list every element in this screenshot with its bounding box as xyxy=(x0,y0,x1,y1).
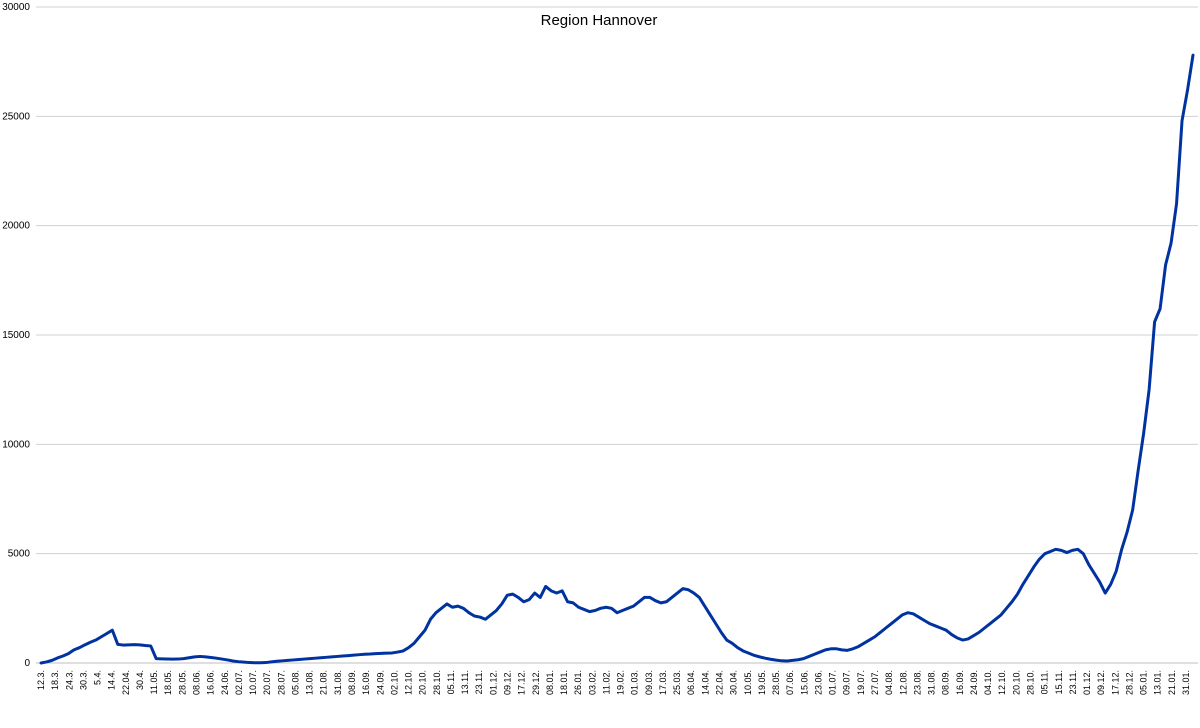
y-tick-label: 15000 xyxy=(2,330,30,341)
x-tick-label: 21.01. xyxy=(1167,670,1177,695)
x-tick-label: 05.11. xyxy=(1040,670,1050,694)
x-tick-label: 22.04. xyxy=(715,670,725,695)
x-tick-label: 17.12. xyxy=(1110,670,1120,695)
x-tick-label: 12.10. xyxy=(997,670,1007,695)
x-tick-label: 17.12. xyxy=(517,670,527,695)
x-tick-label: 03.02. xyxy=(587,670,597,695)
x-tick-label: 17.03. xyxy=(658,670,668,695)
x-tick-label: 09.12. xyxy=(502,670,512,695)
x-tick-label: 28.10. xyxy=(432,670,442,695)
gridlines xyxy=(36,6,1198,555)
x-tick-label: 18.01. xyxy=(559,670,569,695)
x-tick-label: 11.05. xyxy=(149,670,159,694)
x-tick-label: 02.10. xyxy=(389,670,399,695)
x-tick-label: 25.03. xyxy=(672,670,682,695)
x-tick-label: 31.08. xyxy=(927,670,937,695)
x-tick-label: 13.08. xyxy=(305,670,315,695)
x-tick-label: 04.10. xyxy=(983,670,993,695)
x-tick-label: 24.09. xyxy=(375,670,385,695)
x-tick-label: 19.05. xyxy=(757,670,767,695)
x-tick-label: 23.11. xyxy=(474,670,484,694)
x-tick-label: 20.07. xyxy=(262,670,272,695)
x-tick-label: 24.09. xyxy=(969,670,979,695)
x-tick-label: 06.04. xyxy=(686,670,696,695)
x-tick-label: 01.07. xyxy=(828,670,838,695)
x-tick-label: 28.10. xyxy=(1026,670,1036,695)
x-tick-label: 28.05. xyxy=(177,670,187,695)
x-tick-label: 19.02. xyxy=(616,670,626,695)
x-tick-label: 23.08. xyxy=(912,670,922,695)
y-tick-label: 20000 xyxy=(2,221,30,232)
x-tick-label: 01.12. xyxy=(488,670,498,695)
series-layer xyxy=(39,53,1195,665)
x-tick-label: 13.01. xyxy=(1153,670,1163,695)
x-tick-label: 16.09. xyxy=(361,670,371,695)
x-tick-label: 04.08. xyxy=(884,670,894,695)
x-tick-label: 28.05. xyxy=(771,670,781,695)
x-tick-label: 20.10. xyxy=(418,670,428,695)
x-tick-label: 07.06. xyxy=(785,670,795,695)
x-tick-label: 14.4. xyxy=(107,670,117,690)
y-tick-label: 0 xyxy=(24,658,30,669)
x-tick-label: 05.11. xyxy=(446,670,456,694)
y-axis-tick-labels: 0 5000 10000 15000 20000 25000 30000 xyxy=(2,2,30,669)
x-tick-label: 01.12. xyxy=(1082,670,1092,695)
x-tick-label: 31.08. xyxy=(333,670,343,695)
x-tick-label: 08.09. xyxy=(347,670,357,695)
y-tick-label: 10000 xyxy=(2,439,30,450)
x-tick-label: 09.12. xyxy=(1096,670,1106,695)
y-tick-label: 30000 xyxy=(2,2,30,13)
y-tick-label: 5000 xyxy=(8,549,31,560)
x-tick-label: 08.09. xyxy=(941,670,951,695)
x-tick-label: 31.01. xyxy=(1181,670,1191,695)
x-tick-label: 13.11. xyxy=(460,670,470,694)
x-tick-label: 19.07. xyxy=(856,670,866,695)
x-tick-label: 12.08. xyxy=(898,670,908,695)
x-tick-label: 23.06. xyxy=(813,670,823,695)
y-tick-label: 25000 xyxy=(2,111,30,122)
x-tick-label: 16.06. xyxy=(206,670,216,695)
x-tick-label: 5.4. xyxy=(93,670,103,685)
x-tick-label: 10.05. xyxy=(743,670,753,695)
x-tick-label: 09.03. xyxy=(644,670,654,695)
series-line xyxy=(39,53,1195,665)
x-tick-label: 08.01. xyxy=(545,670,555,695)
x-tick-label: 26.01. xyxy=(573,670,583,695)
x-tick-label: 09.07. xyxy=(842,670,852,695)
x-tick-label: 11.02. xyxy=(601,670,611,694)
x-tick-label: 16.09. xyxy=(955,670,965,695)
chart-title: Region Hannover xyxy=(541,12,658,29)
x-tick-label: 30.04. xyxy=(729,670,739,695)
x-tick-label: 15.11. xyxy=(1054,670,1064,694)
x-axis-tick-labels: 12.3. 18.3. 24.3. 30.3. 5.4. 14.4. 22.04. 30.4.… xyxy=(36,670,1191,695)
x-tick-label: 02.07. xyxy=(234,670,244,695)
x-tick-label: 10.07. xyxy=(248,670,258,695)
x-tick-label: 08.06. xyxy=(191,670,201,695)
x-tick-label: 29.12. xyxy=(531,670,541,695)
x-tick-label: 24.06. xyxy=(220,670,230,695)
x-tick-label: 15.06. xyxy=(799,670,809,695)
x-tick-label: 14.04. xyxy=(700,670,710,695)
x-tick-label: 01.03. xyxy=(630,670,640,695)
x-tick-label: 28.07. xyxy=(276,670,286,695)
x-tick-label: 28.12. xyxy=(1124,670,1134,695)
x-tick-label: 18.05. xyxy=(163,670,173,695)
x-tick-label: 05.01. xyxy=(1139,670,1149,695)
x-tick-label: 12.3. xyxy=(36,670,46,690)
x-tick-label: 21.08. xyxy=(319,670,329,695)
x-tick-label: 27.07. xyxy=(870,670,880,695)
x-tick-label: 05.08. xyxy=(290,670,300,695)
x-tick-label: 12.10. xyxy=(404,670,414,695)
x-tick-label: 23.11. xyxy=(1068,670,1078,694)
x-tick-label: 30.4. xyxy=(135,670,145,690)
x-tick-label: 18.3. xyxy=(50,670,60,690)
x-tick-label: 20.10. xyxy=(1011,670,1021,695)
x-tick-label: 24.3. xyxy=(64,670,74,690)
x-tick-label: 30.3. xyxy=(78,670,88,690)
x-tick-label: 22.04. xyxy=(121,670,131,695)
